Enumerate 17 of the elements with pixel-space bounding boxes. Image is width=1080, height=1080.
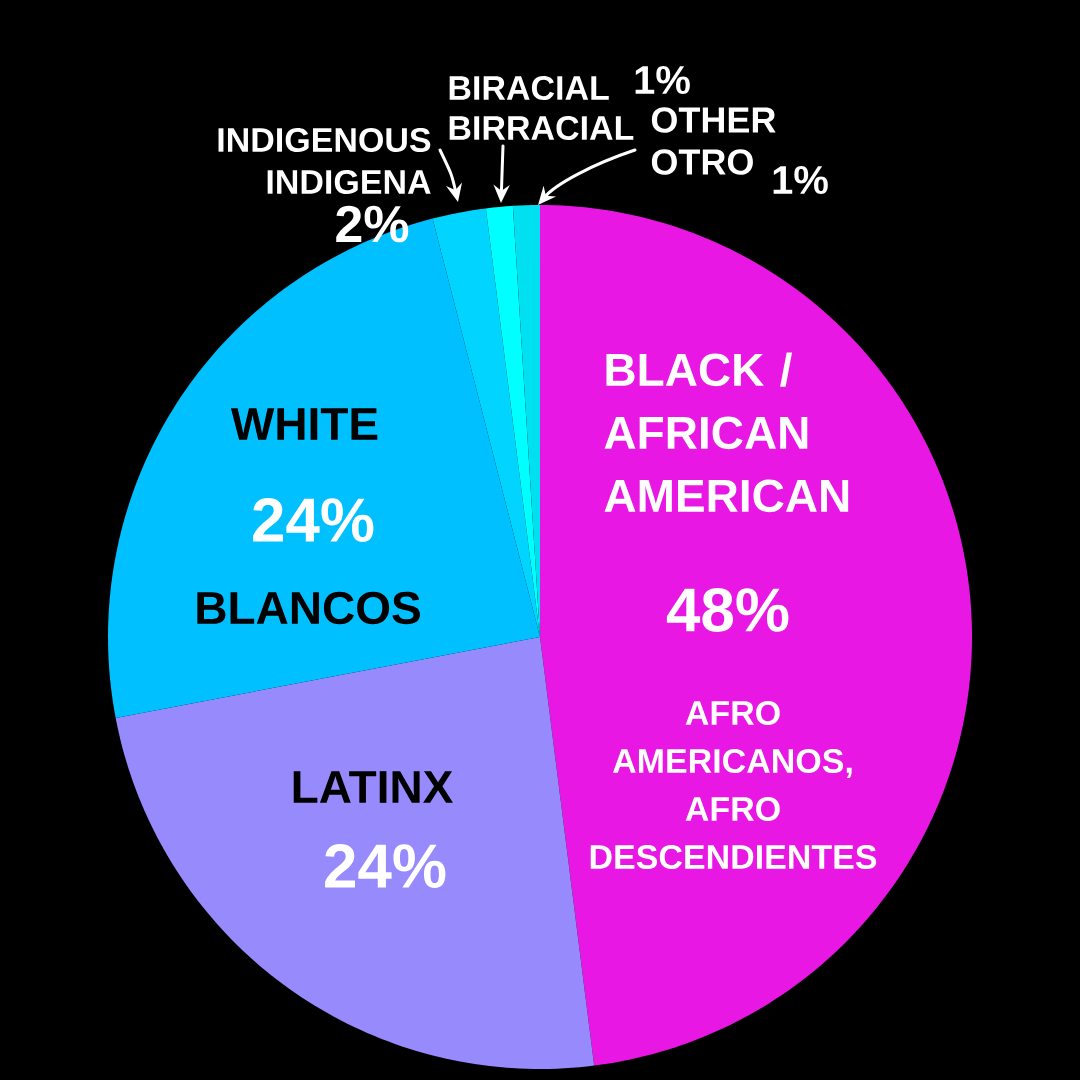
data-label: 24% [325,844,446,888]
text: BLANCOS [197,591,420,625]
data-label: 48% [666,588,789,632]
slice-label: INDIGENOUS [218,127,431,153]
slice-label: BLACK / AFRICAN AMERICAN [604,352,849,513]
data-label: 1% [635,65,690,95]
slice-label: BIRACIAL [449,75,609,101]
data-label: 1% [773,165,828,195]
text: OTRO [651,149,753,175]
slice-label: WHITE [230,408,378,440]
data-label: 2% [336,205,409,243]
data-label: 24% [253,498,374,542]
text: INDIGENA [267,169,431,195]
text: BIRRACIAL [449,115,634,141]
text: AFRO AMERICANOS, AFRO DESCENDIENTES [590,700,877,870]
slice-label: OTHER [651,107,776,133]
slice-label: LATINX [293,771,453,803]
